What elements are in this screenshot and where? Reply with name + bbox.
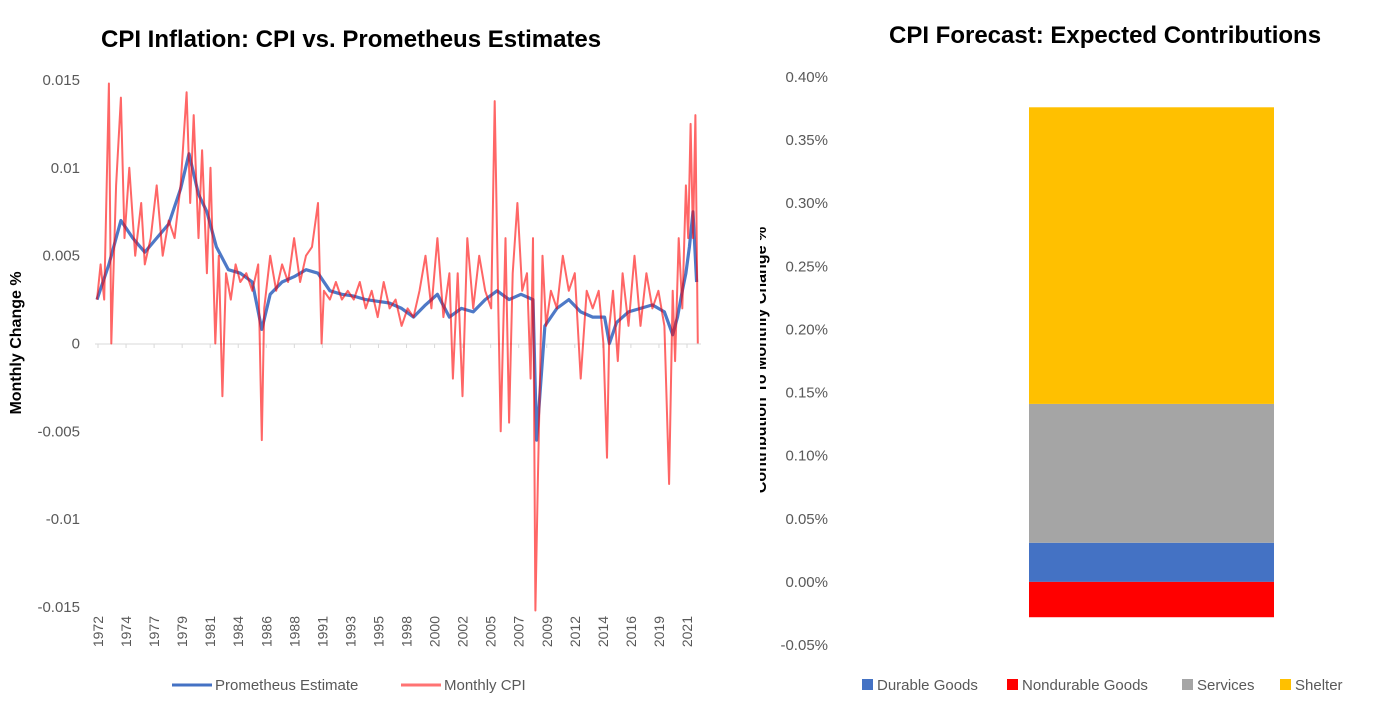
legend-label-durable-goods: Durable Goods bbox=[877, 677, 978, 694]
chart-title: CPI Inflation: CPI vs. Prometheus Estima… bbox=[101, 26, 602, 53]
legend-label-estimate: Prometheus Estimate bbox=[215, 677, 358, 694]
y-axis-label: Monthly Change % bbox=[8, 271, 25, 414]
x-tick-label: 2000 bbox=[427, 616, 443, 647]
series-line-monthly-cpi bbox=[96, 82, 699, 612]
legend: Prometheus Estimate Monthly CPI bbox=[172, 677, 526, 694]
legend-swatch-services bbox=[1182, 679, 1193, 690]
legend-swatch-durable-goods bbox=[862, 679, 873, 690]
legend-label-cpi: Monthly CPI bbox=[444, 677, 526, 694]
x-tick-label: 1998 bbox=[399, 616, 415, 647]
x-tick-label: 1977 bbox=[146, 616, 162, 647]
y-tick-label: 0.015 bbox=[42, 72, 80, 89]
y-tick-label: -0.005 bbox=[37, 423, 80, 440]
x-tick-label: 2019 bbox=[651, 616, 667, 647]
x-tick-label: 2016 bbox=[623, 616, 639, 647]
x-tick-label: 2021 bbox=[679, 616, 695, 647]
legend-label-shelter: Shelter bbox=[1295, 677, 1343, 694]
x-tick-label: 2007 bbox=[511, 616, 527, 647]
x-tick-label: 1991 bbox=[314, 616, 330, 647]
x-tick-label: 1986 bbox=[258, 616, 274, 647]
x-tick-label: 1988 bbox=[286, 616, 302, 647]
chart-title: CPI Forecast: Expected Contributions bbox=[889, 22, 1322, 49]
legend-swatch-nondurable-goods bbox=[1007, 679, 1018, 690]
legend-swatch-shelter bbox=[1280, 679, 1291, 690]
bar-segment-shelter bbox=[1029, 107, 1274, 404]
y-tick-label: -0.015 bbox=[37, 599, 80, 616]
x-tick-label: 1972 bbox=[90, 616, 106, 647]
series-line-prometheus-estimate bbox=[95, 152, 699, 442]
x-tick-label: 1974 bbox=[118, 616, 134, 647]
y-tick-label: 0.15% bbox=[785, 385, 828, 402]
x-tick-label: 2005 bbox=[483, 616, 499, 647]
cpi-forecast-chart: CPI Forecast: Expected Contributions Con… bbox=[760, 0, 1387, 710]
y-tick-label: 0 bbox=[72, 336, 80, 353]
y-tick-label: 0.00% bbox=[785, 574, 828, 591]
y-tick-label: -0.05% bbox=[780, 637, 828, 654]
bar-chart-svg: Contribution To Monthly Change % 0.40% 0.… bbox=[760, 69, 1343, 694]
bar-segment-nondurable-goods bbox=[1029, 581, 1274, 618]
y-tick-label: 0.35% bbox=[785, 132, 828, 149]
legend-label-nondurable-goods: Nondurable Goods bbox=[1022, 677, 1148, 694]
x-tick-label: 1979 bbox=[174, 616, 190, 647]
cpi-inflation-chart: CPI Inflation: CPI vs. Prometheus Estima… bbox=[8, 26, 701, 694]
y-tick-label: 0.20% bbox=[785, 321, 828, 338]
x-tick-label: 1995 bbox=[370, 616, 386, 647]
x-tick-label: 1993 bbox=[342, 616, 358, 647]
y-tick-label: 0.40% bbox=[785, 69, 828, 86]
x-tick-label: 2014 bbox=[595, 616, 611, 647]
y-tick-label: -0.01 bbox=[46, 511, 80, 528]
bar-segment-durable-goods bbox=[1029, 542, 1274, 582]
line-chart-svg: Monthly Change % 0.015 0.01 0.005 0 -0.005 -0… bbox=[8, 72, 701, 694]
y-tick-label: 0.05% bbox=[785, 511, 828, 528]
y-axis-label: Contribution To Monthly Change % bbox=[760, 227, 770, 493]
y-tick-label: 0.25% bbox=[785, 258, 828, 275]
y-tick-label: 0.30% bbox=[785, 195, 828, 212]
bar-segment-services bbox=[1029, 403, 1274, 543]
y-tick-label: 0.10% bbox=[785, 448, 828, 465]
x-tick-label: 2002 bbox=[455, 616, 471, 647]
x-tick-label: 1984 bbox=[230, 616, 246, 647]
x-tick-label: 1981 bbox=[202, 616, 218, 647]
legend: Durable Goods Nondurable Goods Services She… bbox=[862, 677, 1343, 694]
y-tick-label: 0.005 bbox=[42, 248, 80, 265]
x-tick-label: 2012 bbox=[567, 616, 583, 647]
y-tick-label: 0.01 bbox=[51, 160, 80, 177]
legend-label-services: Services bbox=[1197, 677, 1255, 694]
x-tick-label: 2009 bbox=[539, 616, 555, 647]
